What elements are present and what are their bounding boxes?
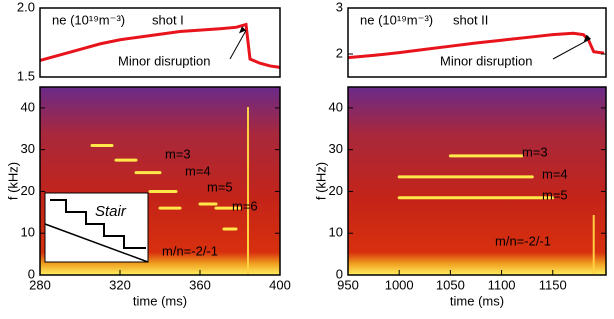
series-label: ne (10¹⁹m⁻³)	[360, 12, 433, 27]
y-tick-label: 2.0	[17, 0, 35, 14]
x-axis-label: time (ms)	[133, 293, 187, 308]
annotation: Stair	[95, 203, 127, 220]
density-line	[39, 22, 281, 69]
arrow-head	[239, 26, 246, 34]
y-tick-label: 40	[21, 99, 35, 114]
x-tick-label: 280	[29, 277, 51, 292]
y-tick-label: 2	[336, 45, 343, 60]
x-tick-label: 360	[189, 277, 211, 292]
y-tick-label: 10	[21, 225, 35, 240]
plot-frame	[347, 86, 607, 276]
shot-label: shot I	[152, 12, 184, 27]
x-tick-label: 1100	[488, 277, 516, 292]
series-label: ne (10¹⁹m⁻³)	[52, 12, 125, 27]
annotation: Minor disruption	[118, 53, 211, 68]
y-tick-label: 3	[336, 0, 343, 14]
y-tick-label: 30	[21, 141, 35, 156]
y-axis-label: f (kHz)	[313, 162, 328, 200]
y-tick-label: 10	[329, 225, 343, 240]
plot-frame	[347, 7, 607, 78]
y-axis-label: f (kHz)	[5, 162, 20, 200]
x-tick-label: 320	[109, 277, 131, 292]
stair-inset	[44, 192, 149, 263]
x-tick-label: 950	[337, 277, 359, 292]
y-tick-label: 20	[329, 183, 343, 198]
x-tick-label: 400	[269, 277, 291, 292]
arrow-head	[583, 34, 591, 42]
annotation: m/n=-2/-1	[162, 243, 218, 258]
x-axis-label: time (ms)	[450, 293, 504, 308]
y-tick-label: 20	[21, 183, 35, 198]
annotation: m=6	[232, 198, 258, 213]
x-tick-label: 1150	[539, 277, 567, 292]
stair-shape	[50, 199, 146, 249]
y-tick-label: 30	[329, 141, 343, 156]
y-tick-label: 0	[336, 266, 343, 281]
annotation: m=4	[185, 163, 211, 178]
annotation: m/n=-2/-1	[495, 233, 551, 248]
annotation: Minor disruption	[440, 53, 533, 68]
shot-label: shot II	[453, 12, 488, 27]
x-tick-label: 1000	[385, 277, 414, 292]
plot-frame	[39, 7, 281, 78]
annotation: m=3	[522, 144, 548, 159]
y-tick-label: 0	[28, 266, 35, 281]
annotation: m=4	[542, 166, 568, 181]
annotation: m=3	[165, 146, 191, 161]
y-tick-label: 1.5	[17, 68, 35, 83]
y-tick-label: 40	[329, 99, 343, 114]
annotation-arrow	[552, 38, 591, 60]
stair-wall	[44, 223, 149, 263]
plot-frame	[39, 86, 281, 276]
x-tick-label: 1050	[436, 277, 465, 292]
annotation-arrow	[229, 30, 247, 60]
annotation: m=5	[207, 179, 233, 194]
annotation: m=5	[542, 187, 568, 202]
spectrogram-background	[348, 87, 606, 275]
